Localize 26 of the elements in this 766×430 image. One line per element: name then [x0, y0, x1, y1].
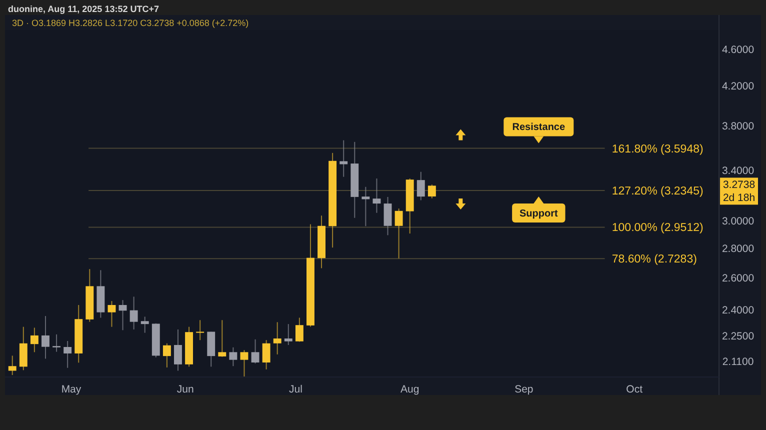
y-tick-label: 2.6000 — [722, 272, 754, 285]
y-tick-label: 2.8000 — [722, 242, 754, 255]
annotation: Support — [519, 208, 558, 220]
annotation: Resistance — [512, 122, 566, 134]
x-tick-label: Sep — [514, 384, 534, 396]
ref-line-label: 161.80% (3.5948) — [612, 143, 704, 156]
x-tick-label: Jul — [289, 384, 302, 396]
ref-line-label: 100.00% (2.9512) — [612, 222, 704, 234]
ref-line-label: 78.60% (2.7283) — [612, 254, 698, 266]
text: 2d 18h — [722, 192, 756, 204]
text: 3.2738 — [722, 178, 756, 191]
y-tick-label: 2.4000 — [722, 304, 754, 317]
y-tick-label: 3.0000 — [722, 215, 754, 228]
chart-title: duonine, Aug 11, 2025 13:52 UTC+7 — [8, 4, 159, 14]
ref-line-label: 127.20% (3.2345) — [612, 186, 704, 198]
x-tick-label: Aug — [400, 384, 420, 396]
y-tick-label: 3.8000 — [722, 120, 754, 133]
x-tick-label: Jun — [176, 384, 194, 396]
y-tick-label: 2.2500 — [722, 330, 754, 342]
y-tick-label: 4.6000 — [722, 44, 754, 56]
y-tick-label: 4.2000 — [722, 80, 754, 93]
y-tick-label: 3.4000 — [722, 165, 754, 178]
y-tick-label: 2.1100 — [722, 356, 754, 368]
chart-subtitle: 3D · O3.1869 H3.2826 L3.1720 C3.2738 +0.0868 (+2.72%) — [12, 18, 249, 28]
x-tick-label: Oct — [626, 384, 643, 396]
x-tick-label: May — [61, 384, 82, 396]
